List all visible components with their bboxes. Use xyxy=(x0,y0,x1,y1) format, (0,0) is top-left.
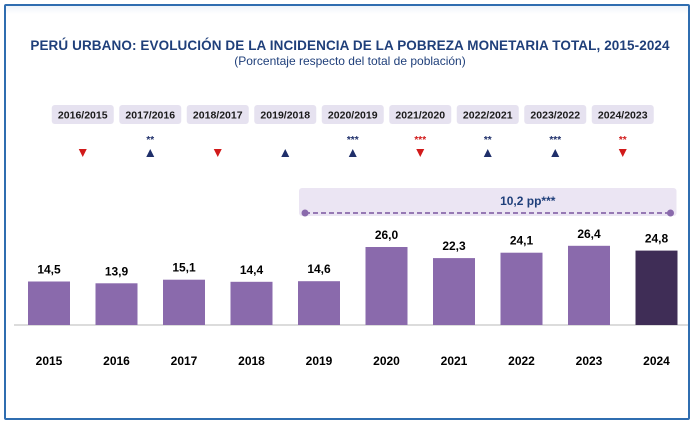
period-label-2016/2015: 2016/2015 xyxy=(58,110,108,122)
year-label-2023: 2023 xyxy=(576,354,603,368)
bar-2018 xyxy=(230,281,273,325)
period-label-2023/2022: 2023/2022 xyxy=(530,110,580,122)
period-label-2024/2023: 2024/2023 xyxy=(598,110,648,122)
period-label-2017/2016: 2017/2016 xyxy=(125,110,175,122)
down-arrow-icon-2021/2020 xyxy=(416,149,425,157)
year-label-2015: 2015 xyxy=(36,354,63,368)
period-label-2018/2017: 2018/2017 xyxy=(193,110,243,122)
period-box-2023/2022 xyxy=(524,105,587,124)
chart-title: PERÚ URBANO: EVOLUCIÓN DE LA INCIDENCIA … xyxy=(30,38,670,53)
significance-2024/2023: ** xyxy=(619,135,627,146)
year-label-2017: 2017 xyxy=(171,354,198,368)
period-label-2022/2021: 2022/2021 xyxy=(463,110,513,122)
bar-2019 xyxy=(298,281,340,325)
significance-2023/2022: *** xyxy=(549,135,561,146)
period-box-2020/2019 xyxy=(321,105,384,124)
bar-2016 xyxy=(95,283,138,325)
down-arrow-icon-2016/2015 xyxy=(78,149,87,157)
period-label-2020/2019: 2020/2019 xyxy=(328,110,378,122)
bar-2022 xyxy=(500,252,543,325)
chart-frame xyxy=(4,4,690,420)
up-arrow-icon-2022/2021 xyxy=(483,149,492,157)
bracket-box xyxy=(299,188,677,216)
significance-2021/2020: *** xyxy=(414,135,426,146)
period-box-2019/2018 xyxy=(254,105,317,124)
year-label-2016: 2016 xyxy=(103,354,130,368)
frame-top-strip xyxy=(6,6,688,14)
significance-2020/2019: *** xyxy=(347,135,359,146)
period-box-2021/2020 xyxy=(389,105,452,124)
bracket-end-dot xyxy=(667,209,674,217)
bar-2017 xyxy=(163,279,205,325)
year-label-2024: 2024 xyxy=(643,354,670,368)
period-box-2018/2017 xyxy=(186,105,249,124)
value-label-2022: 24,1 xyxy=(510,234,534,248)
period-label-2019/2018: 2019/2018 xyxy=(260,110,310,122)
down-arrow-icon-2024/2023 xyxy=(618,149,627,157)
bracket-start-dot xyxy=(301,209,309,217)
value-label-2024: 24,8 xyxy=(645,232,669,246)
year-label-2020: 2020 xyxy=(373,354,400,368)
period-box-2022/2021 xyxy=(456,105,519,124)
up-arrow-icon-2023/2022 xyxy=(551,149,560,157)
year-label-2021: 2021 xyxy=(441,354,468,368)
bracket-label: 10,2 pp*** xyxy=(500,194,556,208)
value-label-2023: 26,4 xyxy=(577,227,601,241)
bar-2015 xyxy=(28,281,70,325)
chart-subtitle: (Porcentaje respecto del total de poblac… xyxy=(234,54,466,68)
bar-2021 xyxy=(433,258,475,325)
bar-2020 xyxy=(365,247,408,325)
bar-2024 xyxy=(635,250,678,325)
down-arrow-icon-2018/2017 xyxy=(213,149,222,157)
up-arrow-icon-2020/2019 xyxy=(348,149,357,157)
period-box-2024/2023 xyxy=(591,105,654,124)
up-arrow-icon-2017/2016 xyxy=(146,149,155,157)
significance-2017/2016: ** xyxy=(146,135,154,146)
value-label-2019: 14,6 xyxy=(307,262,331,276)
significance-2022/2021: ** xyxy=(484,135,492,146)
period-box-2017/2016 xyxy=(119,105,182,124)
value-label-2016: 13,9 xyxy=(105,264,129,278)
value-label-2015: 14,5 xyxy=(37,263,61,277)
value-label-2017: 15,1 xyxy=(172,261,196,275)
year-label-2018: 2018 xyxy=(238,354,265,368)
period-label-2021/2020: 2021/2020 xyxy=(395,110,445,122)
value-label-2021: 22,3 xyxy=(442,239,466,253)
year-label-2019: 2019 xyxy=(306,354,333,368)
period-box-2016/2015 xyxy=(51,105,114,124)
value-label-2020: 26,0 xyxy=(375,228,399,242)
year-label-2022: 2022 xyxy=(508,354,535,368)
up-arrow-icon-2019/2018 xyxy=(281,149,290,157)
bar-2023 xyxy=(568,245,610,325)
value-label-2018: 14,4 xyxy=(240,263,264,277)
